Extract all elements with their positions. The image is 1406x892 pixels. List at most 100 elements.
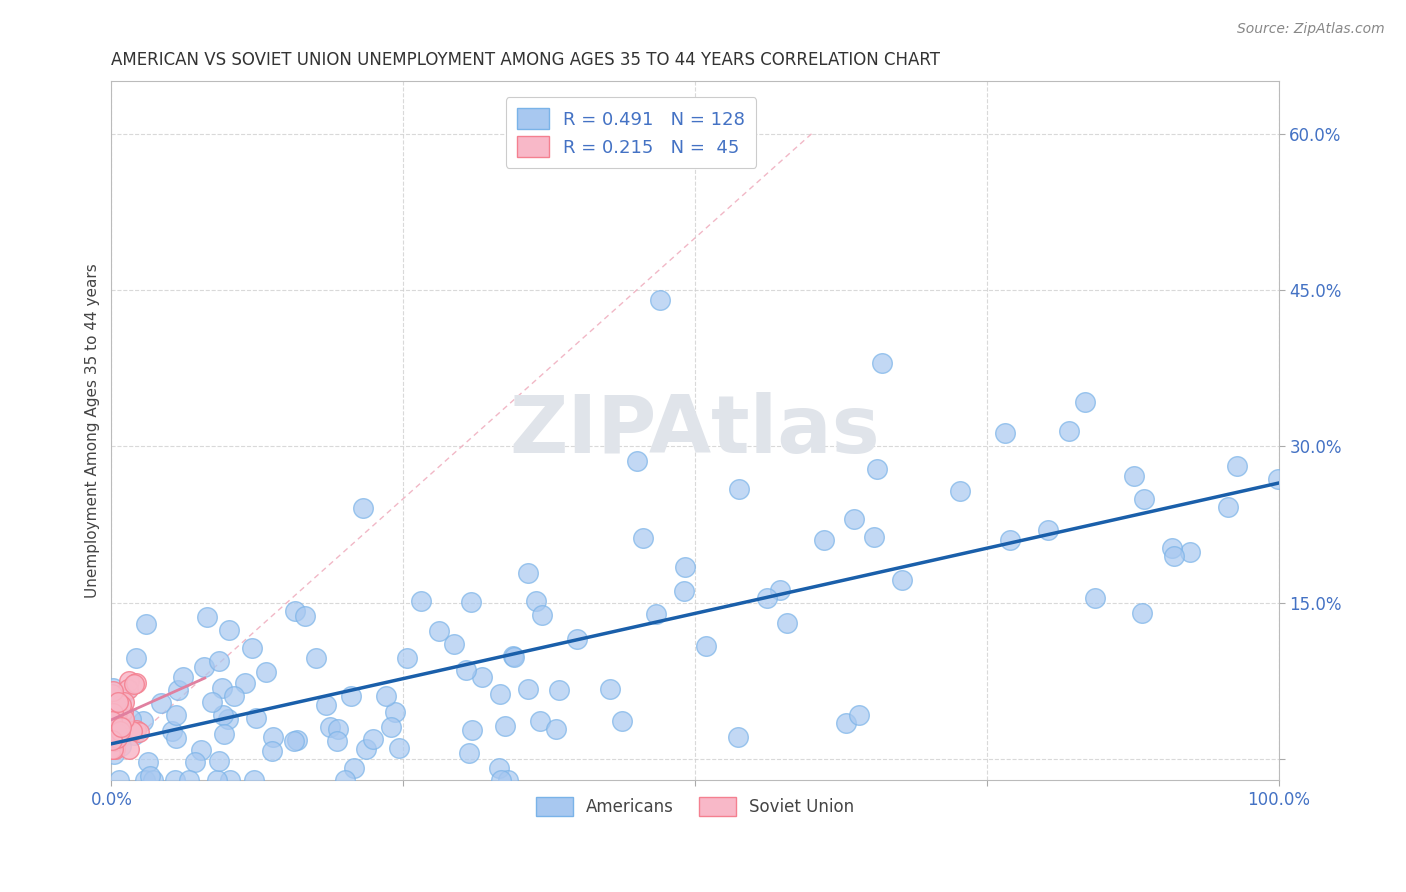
Point [218, 624, 240, 638]
Point [498, 773, 520, 788]
Point [530, 607, 553, 622]
Point [110, 719, 132, 733]
Point [110, 697, 132, 711]
Point [1132, 491, 1154, 506]
Point [108, 716, 131, 731]
Point [138, 769, 160, 783]
Point [361, 732, 384, 747]
Point [217, 712, 239, 726]
Point [502, 648, 524, 663]
Legend: Americans, Soviet Union: Americans, Soviet Union [527, 789, 862, 824]
Point [517, 566, 540, 580]
Point [100, 742, 122, 756]
Point [848, 708, 870, 723]
Point [101, 721, 124, 735]
Point [529, 714, 551, 728]
Point [165, 773, 187, 788]
Point [118, 742, 141, 756]
Point [461, 723, 484, 737]
Point [325, 734, 347, 748]
Point [208, 655, 231, 669]
Point [844, 512, 866, 526]
Point [122, 676, 145, 690]
Point [104, 718, 127, 732]
Point [101, 706, 124, 721]
Point [205, 772, 228, 787]
Point [460, 595, 482, 609]
Point [120, 712, 142, 726]
Point [134, 773, 156, 788]
Point [103, 734, 125, 748]
Point [388, 741, 411, 756]
Point [101, 687, 124, 701]
Point [1267, 472, 1289, 486]
Point [262, 744, 284, 758]
Point [103, 742, 125, 756]
Point [375, 690, 398, 704]
Point [319, 720, 342, 734]
Point [294, 609, 316, 624]
Text: ZIPAtlas: ZIPAtlas [510, 392, 880, 470]
Point [177, 773, 200, 788]
Point [101, 717, 124, 731]
Point [105, 706, 128, 720]
Point [245, 711, 267, 725]
Point [142, 773, 165, 788]
Point [165, 731, 187, 745]
Point [456, 663, 478, 677]
Point [517, 682, 540, 697]
Point [675, 560, 697, 574]
Point [101, 732, 124, 747]
Point [150, 696, 173, 710]
Point [117, 681, 139, 696]
Point [695, 640, 717, 654]
Point [547, 683, 569, 698]
Point [242, 773, 264, 788]
Point [101, 724, 124, 739]
Point [1074, 395, 1097, 409]
Point [813, 533, 835, 548]
Point [108, 773, 131, 788]
Point [104, 698, 127, 713]
Point [1163, 549, 1185, 563]
Point [101, 684, 124, 698]
Point [128, 724, 150, 739]
Point [100, 731, 122, 745]
Point [503, 650, 526, 665]
Point [242, 641, 264, 656]
Point [489, 773, 512, 788]
Point [218, 773, 240, 788]
Point [166, 682, 188, 697]
Point [567, 632, 589, 647]
Point [672, 584, 695, 599]
Point [222, 689, 245, 703]
Point [457, 746, 479, 760]
Point [125, 723, 148, 738]
Point [384, 705, 406, 719]
Point [108, 723, 131, 738]
Point [100, 702, 122, 716]
Point [1000, 533, 1022, 548]
Point [193, 659, 215, 673]
Point [1123, 469, 1146, 483]
Point [949, 484, 972, 499]
Point [100, 707, 122, 722]
Point [863, 530, 886, 544]
Point [610, 714, 633, 729]
Point [443, 637, 465, 651]
Point [866, 462, 889, 476]
Point [340, 689, 363, 703]
Point [105, 725, 128, 739]
Point [1226, 458, 1249, 473]
Point [103, 702, 125, 716]
Point [110, 720, 132, 734]
Point [284, 604, 307, 618]
Point [110, 719, 132, 733]
Point [118, 674, 141, 689]
Point [105, 705, 128, 719]
Point [112, 712, 135, 726]
Point [333, 773, 356, 788]
Point [352, 501, 374, 516]
Point [197, 610, 219, 624]
Point [101, 730, 124, 744]
